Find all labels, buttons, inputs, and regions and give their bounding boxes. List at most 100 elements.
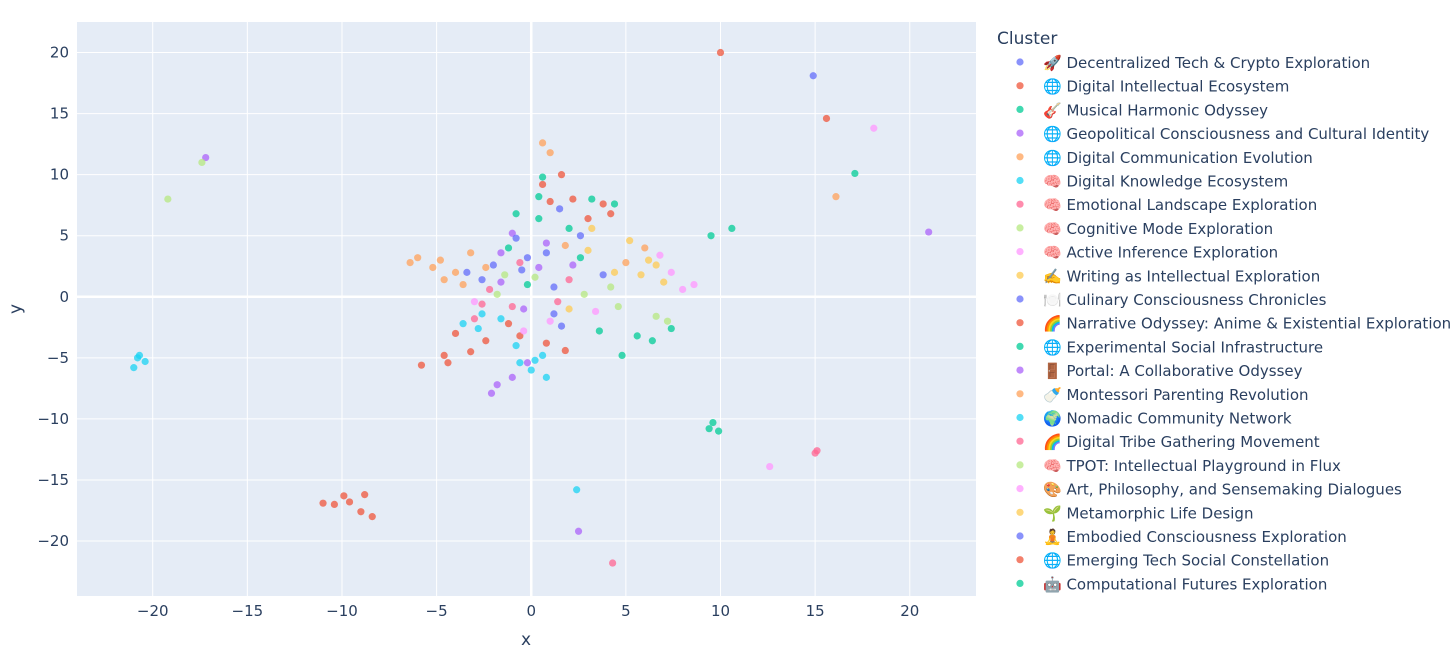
data-point xyxy=(508,302,516,311)
y-tick-label: −10 xyxy=(37,410,69,428)
legend-item[interactable]: 🌐 Digital Communication Evolution xyxy=(1016,149,1313,167)
data-point xyxy=(516,359,524,367)
legend-marker xyxy=(1016,437,1024,445)
legend-item[interactable]: 🍼 Montessori Parenting Revolution xyxy=(1016,386,1309,404)
series-7 xyxy=(164,158,672,325)
data-point xyxy=(599,200,607,208)
data-point xyxy=(641,244,649,252)
data-point xyxy=(851,169,859,178)
legend-item[interactable]: 🌐 Digital Intellectual Ecosystem xyxy=(1016,78,1289,96)
data-point xyxy=(633,332,641,340)
data-point xyxy=(614,302,622,311)
x-tick-label: −20 xyxy=(137,602,169,620)
data-point xyxy=(656,251,664,259)
series-16 xyxy=(478,258,617,567)
data-point xyxy=(588,224,596,232)
legend-label: 🚪 Portal: A Collaborative Odyssey xyxy=(1043,362,1303,380)
legend-item[interactable]: 🧘 Embodied Consciousness Exploration xyxy=(1016,528,1347,546)
legend-item[interactable]: 🎸 Musical Harmonic Odyssey xyxy=(1016,101,1268,119)
data-point xyxy=(141,357,149,366)
legend-item[interactable]: 🌐 Emerging Tech Social Constellation xyxy=(1016,552,1329,570)
data-point xyxy=(637,271,645,279)
series-8 xyxy=(656,124,878,471)
data-point xyxy=(618,351,626,360)
data-point xyxy=(626,237,634,245)
data-point xyxy=(610,200,619,208)
legend-label: 🍽️ Culinary Consciousness Chronicles xyxy=(1043,291,1327,309)
data-point xyxy=(467,348,475,356)
data-point xyxy=(516,332,524,340)
legend-label: 🧠 Digital Knowledge Ecosystem xyxy=(1043,173,1288,191)
x-tick-labels: −20 −15 −10 −5 0 5 10 15 20 xyxy=(137,602,919,620)
series-22 xyxy=(512,193,603,335)
legend-item[interactable]: 🎨 Art, Philosophy, and Sensemaking Dialo… xyxy=(1016,480,1402,499)
data-point xyxy=(319,499,327,507)
data-point xyxy=(417,361,426,369)
legend-item[interactable]: 🍽️ Culinary Consciousness Chronicles xyxy=(1016,291,1327,309)
legend-item[interactable]: 🌱 Metamorphic Life Design xyxy=(1016,504,1253,522)
data-point xyxy=(497,278,505,286)
data-point xyxy=(832,193,840,201)
data-point xyxy=(485,285,494,294)
legend-item[interactable]: 🌍 Nomadic Community Network xyxy=(1016,410,1292,428)
legend-marker xyxy=(1016,248,1024,256)
data-point xyxy=(512,342,520,350)
x-tick-label: 10 xyxy=(711,602,730,620)
legend-marker xyxy=(1016,485,1024,493)
series-19 xyxy=(565,246,660,313)
legend-marker xyxy=(1016,295,1024,303)
legend-item[interactable]: 🧠 Cognitive Mode Exploration xyxy=(1016,220,1273,238)
legend-marker xyxy=(1016,342,1024,350)
series-3 xyxy=(202,153,933,535)
data-points xyxy=(130,48,933,567)
legend-label: 🌐 Digital Communication Evolution xyxy=(1043,149,1313,167)
legend-item[interactable]: 🧠 TPOT: Intellectual Playground in Flux xyxy=(1016,457,1341,475)
legend-item[interactable]: 🚪 Portal: A Collaborative Odyssey xyxy=(1016,362,1303,380)
data-point xyxy=(345,498,354,506)
data-point xyxy=(591,307,600,316)
legend-item[interactable]: 🚀 Decentralized Tech & Crypto Exploratio… xyxy=(1016,54,1370,72)
data-point xyxy=(652,312,660,320)
data-point xyxy=(822,114,831,123)
data-point xyxy=(574,527,583,535)
data-point xyxy=(130,364,138,372)
legend-item[interactable]: 🌐 Experimental Social Infrastructure xyxy=(1016,338,1323,356)
y-tick-label: −20 xyxy=(37,532,69,550)
legend-item[interactable]: 🧠 Active Inference Exploration xyxy=(1016,244,1278,262)
data-point xyxy=(440,276,448,284)
x-tick-label: 5 xyxy=(621,602,631,620)
legend-item[interactable]: ✍️ Writing as Intellectual Exploration xyxy=(1016,267,1320,285)
series-17 xyxy=(493,273,622,311)
data-point xyxy=(667,268,675,276)
data-point xyxy=(538,139,547,147)
data-point xyxy=(576,232,585,240)
series-21 xyxy=(451,197,592,338)
data-point xyxy=(652,261,660,269)
legend-marker xyxy=(1016,58,1024,66)
data-point xyxy=(535,215,543,223)
legend-item[interactable]: 🤖 Computational Futures Exploration xyxy=(1016,575,1327,593)
legend-marker xyxy=(1016,224,1024,232)
data-point xyxy=(440,351,448,360)
legend-item[interactable]: 🌐 Geopolitical Consciousness and Cultura… xyxy=(1016,125,1429,143)
data-point xyxy=(330,500,338,509)
data-point xyxy=(557,322,566,330)
data-point xyxy=(667,324,675,333)
legend-item[interactable]: 🧠 Emotional Landscape Exploration xyxy=(1016,196,1317,214)
legend-item[interactable]: 🌈 Narrative Odyssey: Anime & Existential… xyxy=(1016,314,1451,333)
data-point xyxy=(451,329,460,338)
data-point xyxy=(429,263,437,272)
series-11 xyxy=(444,114,831,367)
x-tick-label: −10 xyxy=(326,602,358,620)
series-2 xyxy=(538,169,859,435)
series-1 xyxy=(319,48,725,521)
data-point xyxy=(565,305,573,313)
legend-marker xyxy=(1016,390,1024,398)
data-point xyxy=(573,486,581,494)
legend-marker xyxy=(1016,413,1024,422)
data-point xyxy=(595,327,603,335)
data-point xyxy=(482,337,490,345)
data-point xyxy=(716,48,725,57)
legend-item[interactable]: 🌈 Digital Tribe Gathering Movement xyxy=(1016,432,1320,451)
legend-item[interactable]: 🧠 Digital Knowledge Ecosystem xyxy=(1016,173,1288,191)
